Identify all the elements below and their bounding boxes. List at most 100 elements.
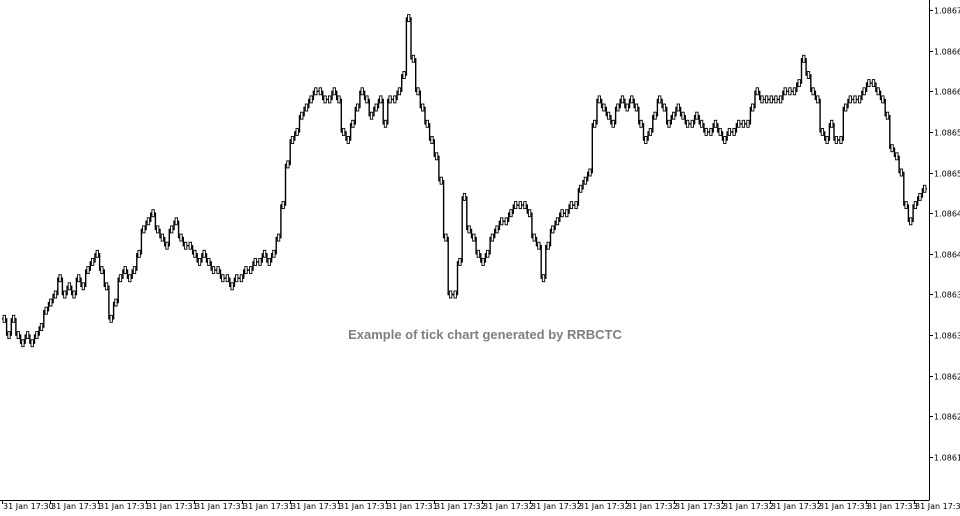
data-point [477, 250, 479, 257]
data-point [793, 88, 795, 95]
data-point [519, 202, 521, 209]
data-point [552, 226, 554, 233]
y-tick-label: 1.08660 [934, 88, 960, 97]
data-point [305, 104, 307, 111]
y-tick-label: 1.08625 [934, 373, 960, 382]
data-point [682, 112, 684, 119]
data-point [696, 112, 698, 119]
data-point [101, 267, 103, 274]
data-point [831, 120, 833, 127]
data-point [877, 88, 879, 95]
data-point [621, 96, 623, 103]
data-point [673, 112, 675, 119]
x-tick-label: 31 Jan 17:32 [723, 502, 774, 511]
data-point [277, 234, 279, 241]
data-point [143, 226, 145, 233]
x-tick-label: 31 Jan 17:30 [3, 502, 54, 511]
data-point [733, 128, 735, 135]
data-point [487, 250, 489, 257]
data-point [59, 275, 61, 282]
data-point [454, 291, 456, 298]
data-point [775, 96, 777, 103]
data-point [886, 112, 888, 119]
data-point [714, 120, 716, 127]
data-point [896, 153, 898, 160]
data-point [231, 283, 233, 290]
data-point [3, 315, 5, 322]
data-point [287, 161, 289, 168]
y-tick-label: 1.08620 [934, 413, 960, 422]
data-point [798, 80, 800, 87]
data-point [719, 128, 721, 135]
data-point [528, 210, 530, 217]
data-point [700, 120, 702, 127]
data-point [189, 242, 191, 249]
data-point [482, 258, 484, 265]
data-point [803, 55, 805, 62]
data-point [212, 267, 214, 274]
data-point [338, 96, 340, 103]
data-point [324, 96, 326, 103]
data-point [310, 96, 312, 103]
y-tick-label: 1.08645 [934, 210, 960, 219]
data-point [821, 128, 823, 135]
data-point [496, 226, 498, 233]
y-tick-label: 1.08615 [934, 454, 960, 463]
data-point [872, 80, 874, 87]
data-point [203, 250, 205, 257]
data-point [668, 120, 670, 127]
data-point [807, 72, 809, 79]
data-point [282, 202, 284, 209]
data-point [542, 275, 544, 282]
data-point [352, 120, 354, 127]
data-point [68, 283, 70, 290]
data-point [770, 96, 772, 103]
data-point [12, 315, 14, 322]
data-point [533, 234, 535, 241]
x-tick-label: 31 Jan 17:32 [627, 502, 678, 511]
y-tick-label: 1.08655 [934, 129, 960, 138]
data-point [510, 210, 512, 217]
data-point [115, 299, 117, 306]
x-tick-label: 31 Jan 17:32 [531, 502, 582, 511]
data-point [291, 137, 293, 144]
data-point [556, 218, 558, 225]
y-tick-label: 1.08640 [934, 251, 960, 260]
data-point [319, 88, 321, 95]
data-point [315, 88, 317, 95]
data-point [40, 324, 42, 331]
y-axis-ticks: 1.086151.086201.086251.086301.086351.086… [929, 7, 960, 463]
data-point [505, 218, 507, 225]
data-point [849, 96, 851, 103]
data-point [50, 299, 52, 306]
data-point [584, 177, 586, 184]
data-point [171, 226, 173, 233]
x-tick-label: 31 Jan 17:32 [435, 502, 486, 511]
data-point [463, 193, 465, 200]
data-point [105, 283, 107, 290]
data-point [626, 104, 628, 111]
data-point [161, 234, 163, 241]
data-point [375, 104, 377, 111]
data-point [914, 202, 916, 209]
data-point [347, 137, 349, 144]
data-point [119, 275, 121, 282]
data-point [184, 242, 186, 249]
data-point [301, 112, 303, 119]
data-point [607, 112, 609, 119]
chart-annotation: Example of tick chart generated by RRBCT… [348, 327, 622, 342]
data-point [435, 153, 437, 160]
data-point [728, 128, 730, 135]
data-point [900, 169, 902, 176]
data-point [73, 291, 75, 298]
data-point [64, 291, 66, 298]
x-tick-label: 31 Jan 17:31 [147, 502, 198, 511]
data-point [222, 275, 224, 282]
data-point [570, 202, 572, 209]
x-tick-label: 31 Jan 17:33 [867, 502, 918, 511]
data-point [250, 267, 252, 274]
data-point [691, 120, 693, 127]
data-point [268, 258, 270, 265]
data-point [649, 128, 651, 135]
